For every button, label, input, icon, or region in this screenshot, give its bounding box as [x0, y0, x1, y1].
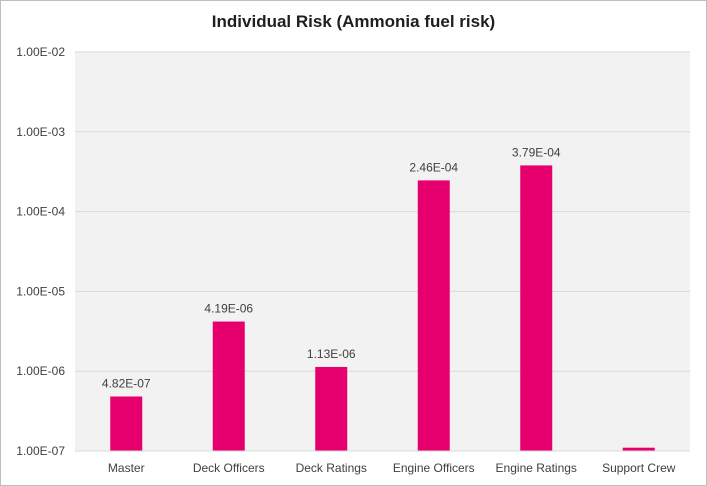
x-tick-label: Support Crew — [602, 461, 676, 475]
x-tick-label: Engine Ratings — [496, 461, 577, 475]
data-label: 4.82E-07 — [102, 376, 151, 390]
data-label: 3.79E-04 — [512, 145, 561, 159]
x-tick-label: Master — [108, 461, 145, 475]
bar — [417, 180, 450, 451]
data-labels: 4.82E-07 4.19E-06 1.13E-06 2.46E-04 3.79E-04 — [102, 145, 561, 390]
bars — [110, 165, 655, 451]
bar — [110, 396, 143, 451]
y-tick-label: 1.00E-04 — [16, 205, 65, 219]
x-axis-ticks: Master Deck Officers Deck Ratings Engine Of… — [108, 461, 676, 475]
bar — [622, 447, 655, 451]
y-tick-label: 1.00E-02 — [16, 45, 65, 59]
y-axis-ticks: 1.00E-07 1.00E-06 1.00E-05 1.00E-04 1.00E-03… — [16, 45, 65, 458]
bar — [212, 321, 245, 451]
data-label: 2.46E-04 — [409, 160, 458, 174]
x-tick-label: Engine Officers — [393, 461, 475, 475]
chart-title: Individual Risk (Ammonia fuel risk) — [211, 12, 496, 31]
y-tick-label: 1.00E-05 — [16, 284, 65, 298]
bar — [315, 366, 348, 451]
y-tick-label: 1.00E-06 — [16, 364, 65, 378]
y-tick-label: 1.00E-03 — [16, 125, 65, 139]
plot-area — [75, 52, 690, 451]
bar — [520, 165, 553, 451]
y-tick-label: 1.00E-07 — [16, 444, 65, 458]
data-label: 1.13E-06 — [307, 347, 356, 361]
x-tick-label: Deck Officers — [193, 461, 265, 475]
data-label: 4.19E-06 — [204, 302, 253, 316]
x-tick-label: Deck Ratings — [296, 461, 367, 475]
